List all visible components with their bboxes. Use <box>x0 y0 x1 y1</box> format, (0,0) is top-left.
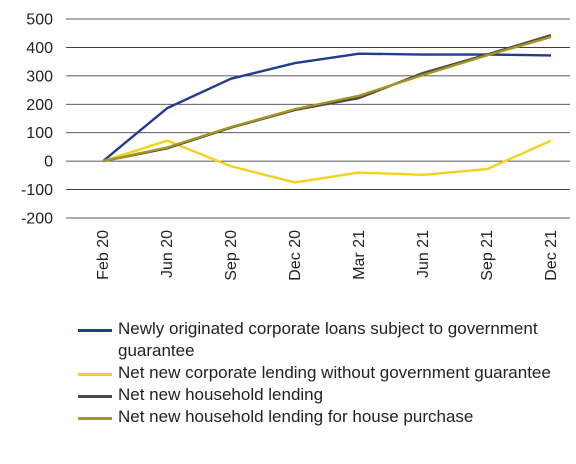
series-line-1 <box>102 52 552 163</box>
legend-label: Net new household lending <box>118 385 324 404</box>
legend-item-4: Net new household lending for house purc… <box>78 406 568 428</box>
legend-item-1: Newly originated corporate loans subject… <box>78 318 568 362</box>
legend-swatch <box>78 417 112 420</box>
series-line-4 <box>102 35 552 163</box>
line-chart: -200 -100 0 100 200 300 400 500 Feb 20 Jun 20 Sep… <box>21 12 570 281</box>
x-tick-label: Mar 21 <box>351 230 368 280</box>
legend-item-2: Net new corporate lending without govern… <box>78 362 568 384</box>
y-tick-label: 300 <box>26 68 53 85</box>
x-tick-label: Jun 21 <box>415 230 432 278</box>
series-lines <box>102 34 552 184</box>
legend-swatch <box>78 395 112 398</box>
gridlines <box>66 18 570 219</box>
y-tick-label: -200 <box>21 211 53 228</box>
y-tick-label: 200 <box>26 97 53 114</box>
y-tick-label: 500 <box>26 12 53 29</box>
x-tick-label: Feb 20 <box>95 230 112 280</box>
legend-label: Net new corporate lending without govern… <box>118 363 551 382</box>
legend-item-3: Net new household lending <box>78 384 568 406</box>
legend-label: Newly originated corporate loans subject… <box>118 319 538 360</box>
legend-swatch <box>78 329 112 332</box>
x-tick-label: Sep 21 <box>479 230 496 281</box>
x-tick-label: Dec 21 <box>543 230 560 281</box>
y-axis-tick-labels: -200 -100 0 100 200 300 400 500 <box>21 12 53 228</box>
x-tick-label: Jun 20 <box>159 230 176 278</box>
legend-swatch <box>78 373 112 376</box>
legend: Newly originated corporate loans subject… <box>78 318 568 428</box>
y-tick-label: -100 <box>21 182 53 199</box>
y-tick-label: 0 <box>44 154 53 171</box>
x-axis-tick-labels: Feb 20 Jun 20 Sep 20 Dec 20 Mar 21 Jun 21 Sep … <box>95 230 560 281</box>
x-tick-label: Dec 20 <box>287 230 304 281</box>
x-tick-label: Sep 20 <box>223 230 240 281</box>
y-tick-label: 400 <box>26 40 53 57</box>
y-tick-label: 100 <box>26 125 53 142</box>
legend-label: Net new household lending for house purc… <box>118 407 474 426</box>
